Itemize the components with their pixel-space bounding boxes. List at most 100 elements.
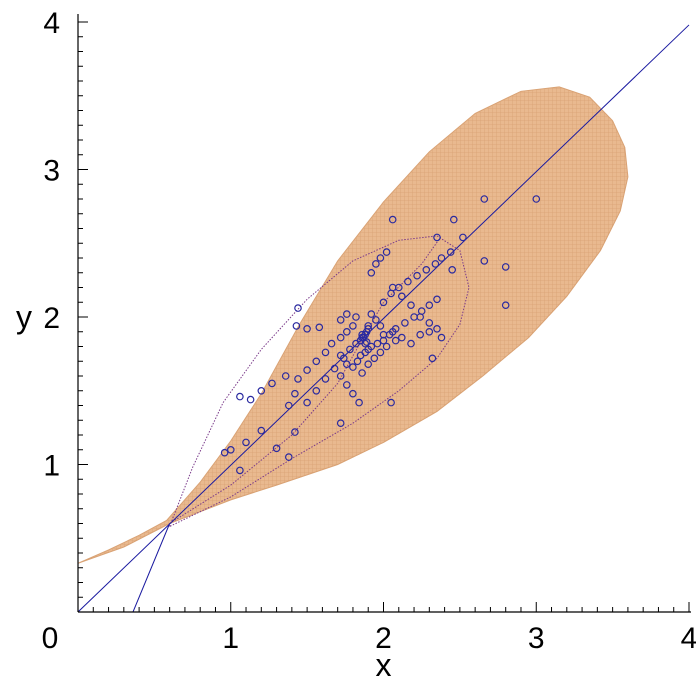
scatter-point [268,379,276,388]
scatter-point [437,333,446,342]
scatter-point [303,324,311,333]
scatter-point [342,310,351,318]
y-tick-label: 4 [43,7,60,40]
scatter-point [425,301,434,310]
scatter-point [257,386,266,395]
scatter-point [446,248,455,256]
x-axis-label: x [376,647,392,683]
scatter-point [370,354,379,363]
scatter-point [355,398,363,407]
scatter-point [501,301,510,310]
scatter-point [315,323,324,332]
scatter-point [387,398,395,407]
scatter-point [349,322,357,330]
scatter-point [294,304,302,312]
scatter-point [379,298,388,307]
scatter-point [425,319,434,327]
scatter-point [367,310,376,318]
scatter-point [227,445,235,454]
scatter-point [336,419,345,428]
scatter-point [336,351,345,360]
scatter-point [416,313,425,321]
scatter-point [397,333,406,342]
x-tick-label: 3 [528,622,545,655]
scatter-point [281,372,290,380]
line-2 [132,523,171,612]
scatter-point [246,395,255,404]
scatter-point [294,375,302,383]
scatter-point [236,466,244,475]
scatter-point [220,448,229,457]
scatter-point [352,313,360,321]
scatter-point [367,268,376,277]
scatter-point [327,339,336,348]
x-tick-label: 1 [222,622,239,655]
scatter-point [388,283,397,292]
scatter-point [449,215,458,224]
scatter-point [291,389,299,398]
scatter-point [292,322,301,330]
scatter-point [346,345,354,354]
scatter-point [272,444,281,453]
scatter-point [321,348,330,357]
scatter-point [532,195,541,203]
curve-1 [169,235,470,527]
x-tick-label: 2 [375,622,392,655]
scatter-point [382,342,391,351]
x-tick-label: 4 [681,622,696,655]
scatter-point [404,277,412,286]
scatter-point [388,327,397,336]
scatter-point [428,354,437,363]
scatter-point [388,215,397,224]
scatter-point [397,292,406,301]
scatter-point [330,364,339,373]
scatter-point [459,233,467,242]
scatter-point [376,322,385,330]
scatter-point [342,381,351,389]
scatter-point [379,330,388,339]
y-tick-label: 2 [43,302,60,335]
scatter-point [364,322,373,330]
scatter-point [364,360,373,369]
scatter-point [407,301,415,310]
scatter-point [372,316,380,324]
scatter-point [303,398,311,407]
scatter-point [362,338,371,346]
scatter-point [422,265,431,274]
scatter-point [364,324,373,333]
scatter-point [342,360,351,369]
scatter-point [336,333,345,342]
scatter-point [349,389,357,398]
scatter-point [321,375,330,383]
line-1 [78,24,690,612]
scatter-point [284,401,293,410]
scatter-point [448,265,457,274]
scatter-point [242,438,250,447]
scatter-point [312,386,321,395]
scatter-point [291,428,299,436]
scatter-point [433,324,441,333]
scatter-point [480,195,489,203]
scatter-point [401,319,409,327]
scatter-point [480,257,489,265]
y-axis-label: y [16,299,32,335]
scatter-point [376,348,385,357]
y-tick-label: 3 [43,155,60,188]
scatter-point [407,339,415,348]
scatter-point [425,327,434,336]
scatter-point [437,254,446,262]
scatter-point [416,330,425,339]
scatter-point [336,372,345,380]
scatter-point [284,453,293,461]
shaded-region [78,86,629,564]
scatter-point [433,233,441,242]
scatter-point [353,357,362,366]
scatter-point [236,392,244,401]
scatter-point [367,342,376,351]
origin-label: 0 [42,622,59,655]
scatter-point [312,357,321,366]
scatter-point [336,316,345,324]
scatter-point [391,336,400,345]
scatter-point [431,260,440,268]
